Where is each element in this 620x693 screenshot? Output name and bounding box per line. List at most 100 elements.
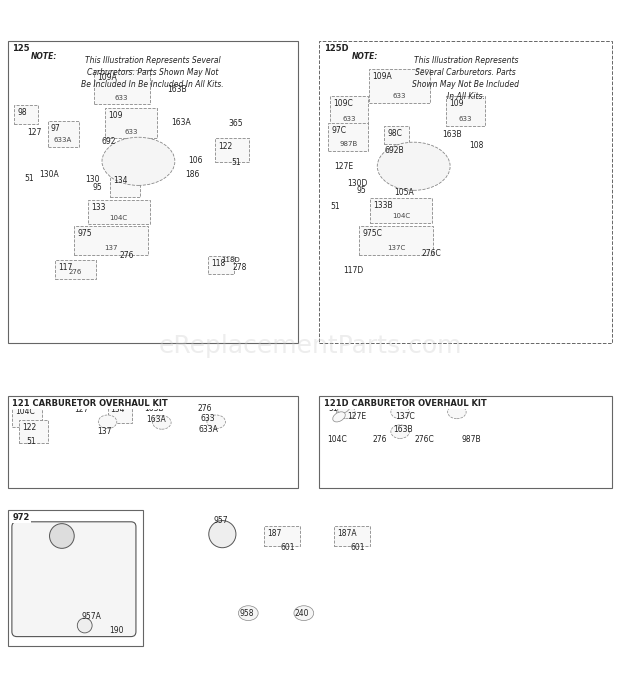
Text: 122: 122 xyxy=(218,141,232,150)
Text: This Illustration Represents
Several Carburetors. Parts
Shown May Not Be Include: This Illustration Represents Several Car… xyxy=(412,56,520,100)
Bar xyxy=(319,41,613,344)
Bar xyxy=(48,121,79,146)
Text: 109: 109 xyxy=(450,99,464,108)
Text: 276: 276 xyxy=(120,251,135,260)
Text: 98: 98 xyxy=(17,108,27,117)
Text: 163B: 163B xyxy=(167,85,187,94)
Text: 240: 240 xyxy=(294,608,309,617)
Text: 137: 137 xyxy=(105,245,118,252)
Text: 633: 633 xyxy=(124,129,138,135)
Text: 125D: 125D xyxy=(324,44,349,53)
Text: 125: 125 xyxy=(12,44,30,53)
Text: 109A: 109A xyxy=(372,72,391,81)
Text: 127: 127 xyxy=(352,400,366,409)
FancyBboxPatch shape xyxy=(12,522,136,637)
Bar xyxy=(384,125,409,144)
Text: 633A: 633A xyxy=(199,425,219,434)
Text: 109C: 109C xyxy=(333,99,353,108)
Text: 104C: 104C xyxy=(110,215,128,220)
Text: 187A: 187A xyxy=(337,529,356,538)
Text: 127: 127 xyxy=(74,405,89,414)
Text: 133B: 133B xyxy=(374,202,393,211)
Bar xyxy=(94,70,149,104)
Text: 633: 633 xyxy=(342,116,356,122)
Text: 118: 118 xyxy=(211,259,226,268)
Text: 121D CARBURETOR OVERHAUL KIT: 121D CARBURETOR OVERHAUL KIT xyxy=(324,399,487,408)
Text: 692B: 692B xyxy=(384,146,404,155)
Text: 137: 137 xyxy=(393,400,408,409)
Text: 134: 134 xyxy=(113,176,128,185)
Text: 105A: 105A xyxy=(394,188,414,197)
Text: 51: 51 xyxy=(231,158,241,167)
Bar xyxy=(7,41,298,344)
Text: 633: 633 xyxy=(115,94,128,100)
Text: 95: 95 xyxy=(93,183,102,192)
Text: 106: 106 xyxy=(188,156,202,165)
Text: 137C: 137C xyxy=(388,245,405,252)
Text: 51: 51 xyxy=(25,174,35,183)
Ellipse shape xyxy=(333,412,345,422)
Text: 958: 958 xyxy=(239,608,254,617)
Text: 51: 51 xyxy=(26,437,36,446)
Text: 127E: 127E xyxy=(347,412,366,421)
Text: 51: 51 xyxy=(329,404,338,413)
Bar xyxy=(19,420,48,444)
Text: 975: 975 xyxy=(78,229,92,238)
Text: 104C: 104C xyxy=(392,213,410,220)
Text: 972: 972 xyxy=(12,513,30,522)
Text: 117D: 117D xyxy=(343,266,363,275)
Text: This Illustration Represents Several
Carburetors. Parts Shown May Not
Be Include: This Illustration Represents Several Car… xyxy=(81,56,224,89)
Text: 98C: 98C xyxy=(387,129,402,138)
Text: NOTE:: NOTE: xyxy=(31,52,58,61)
Text: 957: 957 xyxy=(214,516,228,525)
Bar xyxy=(328,123,368,150)
Circle shape xyxy=(78,618,92,633)
Ellipse shape xyxy=(391,405,409,419)
Text: 163A: 163A xyxy=(146,415,166,424)
Ellipse shape xyxy=(338,403,350,413)
Text: 122: 122 xyxy=(22,423,36,432)
Text: 133: 133 xyxy=(91,202,105,211)
Bar xyxy=(12,404,42,428)
Ellipse shape xyxy=(207,415,226,428)
Bar xyxy=(105,107,157,139)
Text: 104C: 104C xyxy=(16,407,35,416)
Ellipse shape xyxy=(239,606,258,620)
Bar xyxy=(14,105,38,123)
Text: 278: 278 xyxy=(232,263,247,272)
Text: 118D: 118D xyxy=(221,257,240,263)
Text: 163B: 163B xyxy=(392,425,412,434)
Text: 276: 276 xyxy=(373,435,388,444)
Ellipse shape xyxy=(378,142,450,191)
Bar xyxy=(88,200,149,225)
Text: 633: 633 xyxy=(392,94,406,99)
Circle shape xyxy=(50,524,74,548)
Text: 130: 130 xyxy=(85,175,99,184)
Text: 633: 633 xyxy=(451,400,466,409)
Text: 137: 137 xyxy=(97,427,112,436)
Bar xyxy=(319,396,613,489)
Ellipse shape xyxy=(448,405,466,419)
Text: eReplacementParts.com: eReplacementParts.com xyxy=(158,335,462,358)
Text: 95: 95 xyxy=(356,186,366,195)
Text: 633: 633 xyxy=(459,116,472,122)
Text: 276: 276 xyxy=(198,404,212,413)
Bar xyxy=(55,260,95,279)
Text: 121 CARBURETOR OVERHAUL KIT: 121 CARBURETOR OVERHAUL KIT xyxy=(12,399,168,408)
Text: 975C: 975C xyxy=(363,229,383,238)
Bar xyxy=(74,225,148,255)
Text: 127: 127 xyxy=(27,128,42,137)
Text: 601: 601 xyxy=(350,543,365,552)
Text: 187: 187 xyxy=(267,529,281,538)
Text: 957A: 957A xyxy=(82,613,102,622)
Ellipse shape xyxy=(153,416,171,429)
Ellipse shape xyxy=(294,606,314,620)
Ellipse shape xyxy=(99,415,117,428)
Bar xyxy=(107,402,132,423)
Text: 130D: 130D xyxy=(347,179,368,188)
Bar xyxy=(330,96,368,125)
Text: 104C: 104C xyxy=(327,435,347,444)
Bar xyxy=(264,526,300,546)
Bar xyxy=(110,173,140,197)
Bar xyxy=(7,510,143,646)
